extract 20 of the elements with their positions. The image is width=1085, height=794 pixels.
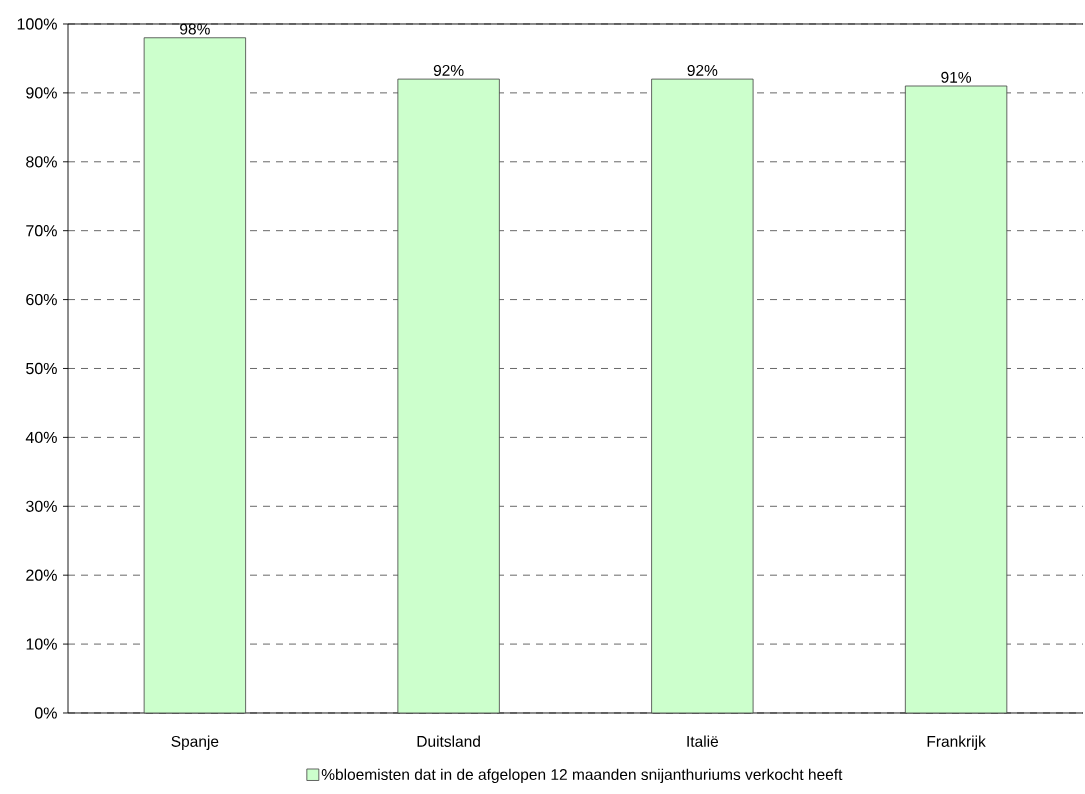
y-tick-label: 30% xyxy=(26,500,57,512)
y-tick-label: 50% xyxy=(26,362,57,375)
y-tick-label: 60% xyxy=(26,293,57,306)
data-label: 91% xyxy=(941,71,972,83)
x-tick-label: Italië xyxy=(687,735,719,747)
x-tick-label: Duitsland xyxy=(417,735,480,747)
y-tick-label: 0% xyxy=(34,707,57,719)
x-tick-label: Spanje xyxy=(171,735,219,750)
data-label: 92% xyxy=(433,64,464,76)
data-label: 92% xyxy=(687,64,718,76)
y-tick-label: 100% xyxy=(17,18,57,30)
y-tick-label: 40% xyxy=(25,431,57,444)
y-tick-label: 70% xyxy=(26,225,57,237)
y-tick-label: 80% xyxy=(26,156,57,168)
y-tick-label: 20% xyxy=(26,569,57,581)
x-tick-label: Frankrijk xyxy=(927,735,986,750)
y-tick-label: 90% xyxy=(26,87,57,99)
legend-label: %bloemisten dat in de afgelopen 12 maanden snijanthuriums verkocht heeft xyxy=(321,768,843,784)
y-tick-label: 10% xyxy=(26,638,57,650)
data-label: 98% xyxy=(180,23,210,35)
